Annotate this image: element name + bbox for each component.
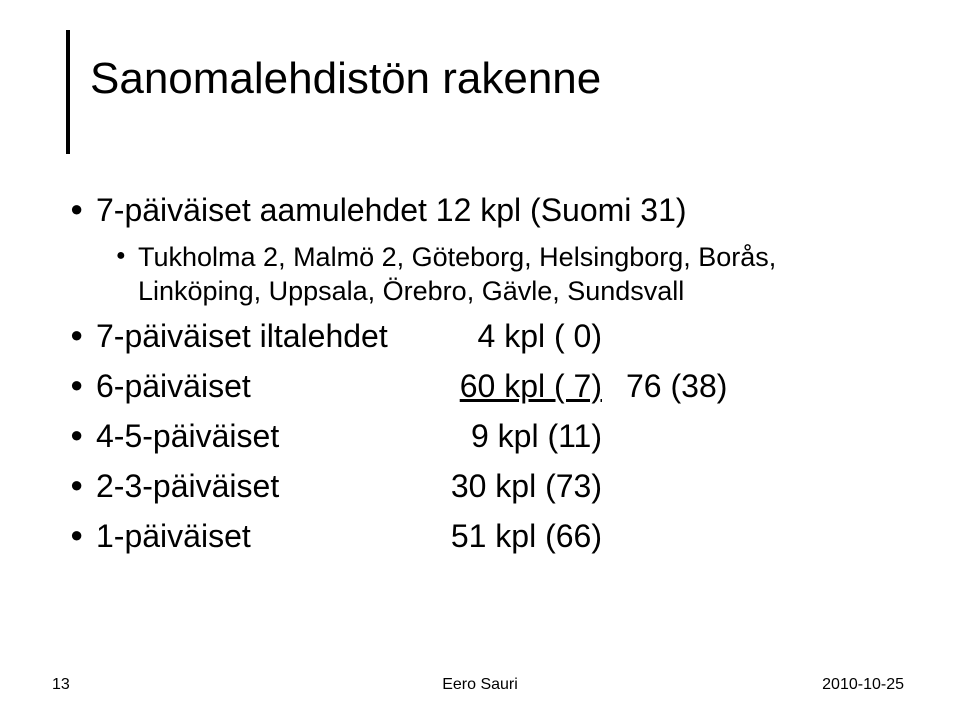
slide: Sanomalehdistön rakenne ● 7-päiväiset aa… bbox=[0, 0, 960, 716]
bullet-label: 7-päiväiset iltalehdet bbox=[96, 316, 442, 356]
footer-author: Eero Sauri bbox=[0, 676, 960, 694]
bullet-item: ● 2-3-päiväiset 30 kpl (73) bbox=[70, 466, 900, 506]
bullet-value-b bbox=[602, 516, 626, 556]
bullet-value-b bbox=[602, 466, 626, 506]
bullet-value-a: 51 kpl (66) bbox=[442, 516, 602, 556]
bullet-label: 4-5-päiväiset bbox=[96, 416, 442, 456]
sub-bullet-text: Tukholma 2, Malmö 2, Göteborg, Helsingbo… bbox=[138, 240, 878, 308]
bullet-value-b bbox=[602, 416, 626, 456]
bullet-item: ● 1-päiväiset 51 kpl (66) bbox=[70, 516, 900, 556]
footer-date: 2010-10-25 bbox=[822, 676, 904, 694]
bullet-value-b bbox=[602, 316, 626, 356]
bullet-icon: ● bbox=[70, 416, 96, 454]
bullet-item: ● 6-päiväiset 60 kpl ( 7) 76 (38) bbox=[70, 366, 900, 406]
bullet-label: 1-päiväiset bbox=[96, 516, 442, 556]
bullet-item: ● 7-päiväiset iltalehdet 4 kpl ( 0) bbox=[70, 316, 900, 356]
bullet-label: 6-päiväiset bbox=[96, 366, 442, 406]
sub-bullet-item: ● Tukholma 2, Malmö 2, Göteborg, Helsing… bbox=[116, 240, 900, 308]
bullet-icon: ● bbox=[70, 366, 96, 404]
bullet-icon: ● bbox=[116, 240, 138, 272]
bullet-value-a: 9 kpl (11) bbox=[442, 416, 602, 456]
bullet-item: ● 7-päiväiset aamulehdet 12 kpl (Suomi 3… bbox=[70, 190, 900, 230]
bullet-value-a: 4 kpl ( 0) bbox=[442, 316, 602, 356]
content-area: ● 7-päiväiset aamulehdet 12 kpl (Suomi 3… bbox=[70, 190, 900, 566]
title-vertical-rule bbox=[66, 30, 70, 154]
bullet-label: 2-3-päiväiset bbox=[96, 466, 442, 506]
bullet-icon: ● bbox=[70, 516, 96, 554]
footer: 13 Eero Sauri 2010-10-25 bbox=[0, 670, 960, 694]
bullet-value-a: 60 kpl ( 7) bbox=[442, 366, 602, 406]
bullet-value-b: 76 (38) bbox=[602, 366, 727, 406]
bullet-icon: ● bbox=[70, 190, 96, 228]
bullet-icon: ● bbox=[70, 466, 96, 504]
bullet-item: ● 4-5-päiväiset 9 kpl (11) bbox=[70, 416, 900, 456]
slide-title: Sanomalehdistön rakenne bbox=[90, 54, 601, 104]
bullet-icon: ● bbox=[70, 316, 96, 354]
bullet-value-a: 30 kpl (73) bbox=[442, 466, 602, 506]
bullet-text: 7-päiväiset aamulehdet 12 kpl (Suomi 31) bbox=[96, 190, 687, 230]
